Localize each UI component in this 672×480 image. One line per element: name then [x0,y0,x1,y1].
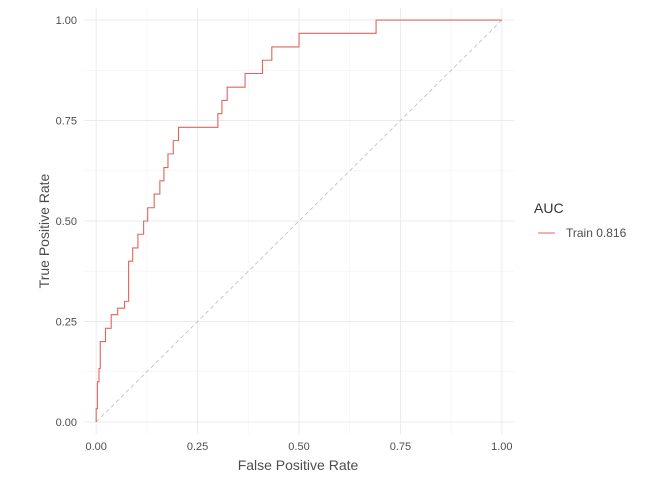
y-axis-tick-labels: 0.00 0.25 0.50 0.75 1.00 [56,15,77,429]
x-axis-tick-labels: 0.00 0.25 0.50 0.75 1.00 [85,441,512,453]
y-tick-label: 0.25 [56,316,77,328]
y-tick-label: 0.50 [56,216,77,228]
legend: AUC Train 0.816 [534,200,627,240]
roc-curve-train [95,19,502,422]
x-tick-label: 0.50 [288,441,309,453]
x-axis-title: False Positive Rate [238,457,359,473]
x-tick-label: 1.00 [491,441,512,453]
x-tick-label: 0.25 [187,441,208,453]
y-tick-label: 0.75 [56,116,77,128]
y-axis-title: True Positive Rate [36,173,52,288]
x-tick-label: 0.75 [390,441,411,453]
y-tick-label: 0.00 [56,417,77,429]
legend-entry-train: Train 0.816 [566,226,627,240]
major-gridlines [84,8,514,434]
x-tick-label: 0.00 [85,441,106,453]
y-tick-label: 1.00 [56,15,77,27]
legend-title: AUC [534,200,564,216]
